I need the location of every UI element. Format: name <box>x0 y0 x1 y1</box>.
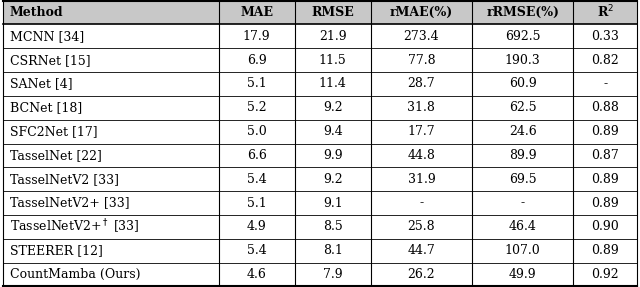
Text: 6.9: 6.9 <box>247 54 266 67</box>
Text: 6.6: 6.6 <box>246 149 267 162</box>
Bar <box>3 263 637 286</box>
Bar <box>3 239 637 263</box>
Bar <box>3 144 637 167</box>
Text: 0.89: 0.89 <box>591 125 619 138</box>
Text: 60.9: 60.9 <box>509 77 536 90</box>
Text: 5.1: 5.1 <box>247 77 266 90</box>
Text: 0.89: 0.89 <box>591 173 619 186</box>
Text: 4.9: 4.9 <box>247 220 266 233</box>
Text: 44.8: 44.8 <box>408 149 435 162</box>
Text: 62.5: 62.5 <box>509 101 536 114</box>
Text: Method: Method <box>10 6 63 19</box>
Text: 9.2: 9.2 <box>323 173 342 186</box>
Text: 49.9: 49.9 <box>509 268 536 281</box>
Text: TasselNetV2+$^\dagger$ [33]: TasselNetV2+$^\dagger$ [33] <box>10 218 139 236</box>
Text: 0.89: 0.89 <box>591 197 619 210</box>
Text: 5.4: 5.4 <box>247 244 266 257</box>
Text: CountMamba (Ours): CountMamba (Ours) <box>10 268 140 281</box>
Text: TasselNetV2 [33]: TasselNetV2 [33] <box>10 173 118 186</box>
Text: 0.92: 0.92 <box>591 268 619 281</box>
Text: 77.8: 77.8 <box>408 54 435 67</box>
Bar <box>3 96 637 120</box>
Text: RMSE: RMSE <box>311 6 354 19</box>
Text: MCNN [34]: MCNN [34] <box>10 30 84 43</box>
Bar <box>3 72 637 96</box>
Text: SFC2Net [17]: SFC2Net [17] <box>10 125 97 138</box>
Text: SANet [4]: SANet [4] <box>10 77 72 90</box>
Text: 0.33: 0.33 <box>591 30 619 43</box>
Text: BCNet [18]: BCNet [18] <box>10 101 82 114</box>
Text: 5.1: 5.1 <box>247 197 266 210</box>
Text: 5.4: 5.4 <box>247 173 266 186</box>
Text: 9.9: 9.9 <box>323 149 342 162</box>
Text: 107.0: 107.0 <box>505 244 541 257</box>
Text: 5.0: 5.0 <box>247 125 266 138</box>
Text: 0.82: 0.82 <box>591 54 619 67</box>
Text: 0.88: 0.88 <box>591 101 619 114</box>
Text: 24.6: 24.6 <box>509 125 536 138</box>
Text: 31.8: 31.8 <box>408 101 435 114</box>
Text: 692.5: 692.5 <box>505 30 541 43</box>
Text: 5.2: 5.2 <box>247 101 266 114</box>
Text: rMAE(%): rMAE(%) <box>390 6 453 19</box>
Bar <box>3 215 637 239</box>
Text: 25.8: 25.8 <box>408 220 435 233</box>
Text: rRMSE(%): rRMSE(%) <box>486 6 559 19</box>
Bar <box>3 120 637 144</box>
Text: 9.4: 9.4 <box>323 125 342 138</box>
Text: 9.1: 9.1 <box>323 197 342 210</box>
Text: 17.9: 17.9 <box>243 30 271 43</box>
Text: STEERER [12]: STEERER [12] <box>10 244 102 257</box>
Text: -: - <box>419 197 424 210</box>
Text: 190.3: 190.3 <box>505 54 541 67</box>
Text: -: - <box>603 77 607 90</box>
Text: 11.4: 11.4 <box>319 77 347 90</box>
Text: 0.89: 0.89 <box>591 244 619 257</box>
Bar <box>3 24 637 48</box>
Bar <box>3 1 637 24</box>
Text: 44.7: 44.7 <box>408 244 435 257</box>
Text: CSRNet [15]: CSRNet [15] <box>10 54 90 67</box>
Text: 26.2: 26.2 <box>408 268 435 281</box>
Text: R$^2$: R$^2$ <box>596 4 614 21</box>
Text: 4.6: 4.6 <box>246 268 267 281</box>
Text: MAE: MAE <box>240 6 273 19</box>
Text: 8.1: 8.1 <box>323 244 342 257</box>
Text: 0.90: 0.90 <box>591 220 619 233</box>
Text: 7.9: 7.9 <box>323 268 342 281</box>
Bar <box>3 48 637 72</box>
Text: -: - <box>521 197 525 210</box>
Text: TasselNet [22]: TasselNet [22] <box>10 149 101 162</box>
Text: 89.9: 89.9 <box>509 149 536 162</box>
Bar <box>3 167 637 191</box>
Text: TasselNetV2+ [33]: TasselNetV2+ [33] <box>10 197 129 210</box>
Text: 69.5: 69.5 <box>509 173 536 186</box>
Text: 9.2: 9.2 <box>323 101 342 114</box>
Text: 0.87: 0.87 <box>591 149 619 162</box>
Text: 8.5: 8.5 <box>323 220 342 233</box>
Text: 17.7: 17.7 <box>408 125 435 138</box>
Text: 273.4: 273.4 <box>404 30 439 43</box>
Text: 28.7: 28.7 <box>408 77 435 90</box>
Text: 11.5: 11.5 <box>319 54 346 67</box>
Text: 46.4: 46.4 <box>509 220 537 233</box>
Bar <box>3 191 637 215</box>
Text: 21.9: 21.9 <box>319 30 346 43</box>
Text: 31.9: 31.9 <box>408 173 435 186</box>
